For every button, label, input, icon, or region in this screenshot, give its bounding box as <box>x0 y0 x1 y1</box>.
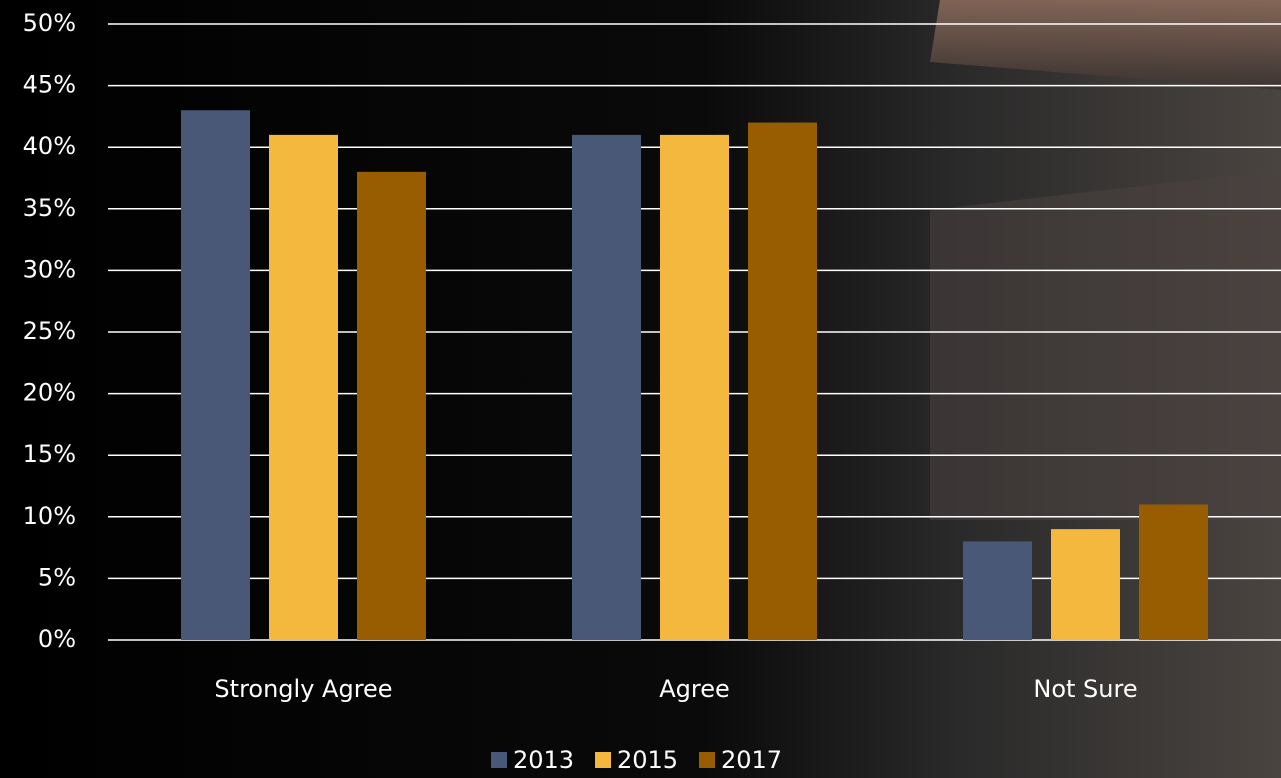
x-tick-label: Not Sure <box>1033 675 1137 703</box>
y-tick-label: 15% <box>23 440 76 468</box>
y-tick-label: 35% <box>23 194 76 222</box>
legend-label: 2015 <box>617 746 678 774</box>
x-tick-label: Strongly Agree <box>214 675 392 703</box>
legend-label: 2017 <box>721 746 782 774</box>
y-tick-label: 50% <box>23 9 76 37</box>
legend-label: 2013 <box>513 746 574 774</box>
y-tick-label: 10% <box>23 502 76 530</box>
photo-reflection <box>930 170 1281 520</box>
bar <box>357 171 426 640</box>
bar <box>1051 529 1120 640</box>
y-tick-label: 5% <box>38 563 76 591</box>
bar <box>269 134 338 640</box>
legend-swatch <box>491 752 507 768</box>
legend-swatch <box>699 752 715 768</box>
bar <box>748 122 817 640</box>
y-tick-label: 0% <box>38 625 76 653</box>
bar <box>660 134 729 640</box>
bar <box>1139 504 1208 640</box>
legend-swatch <box>595 752 611 768</box>
y-tick-label: 20% <box>23 379 76 407</box>
photo-top <box>930 0 1281 90</box>
y-tick-label: 45% <box>23 71 76 99</box>
y-tick-label: 40% <box>23 132 76 160</box>
y-tick-label: 30% <box>23 255 76 283</box>
x-tick-label: Agree <box>659 675 730 703</box>
bar <box>572 134 641 640</box>
bar <box>181 110 250 641</box>
bar <box>963 541 1032 640</box>
y-tick-label: 25% <box>23 317 76 345</box>
